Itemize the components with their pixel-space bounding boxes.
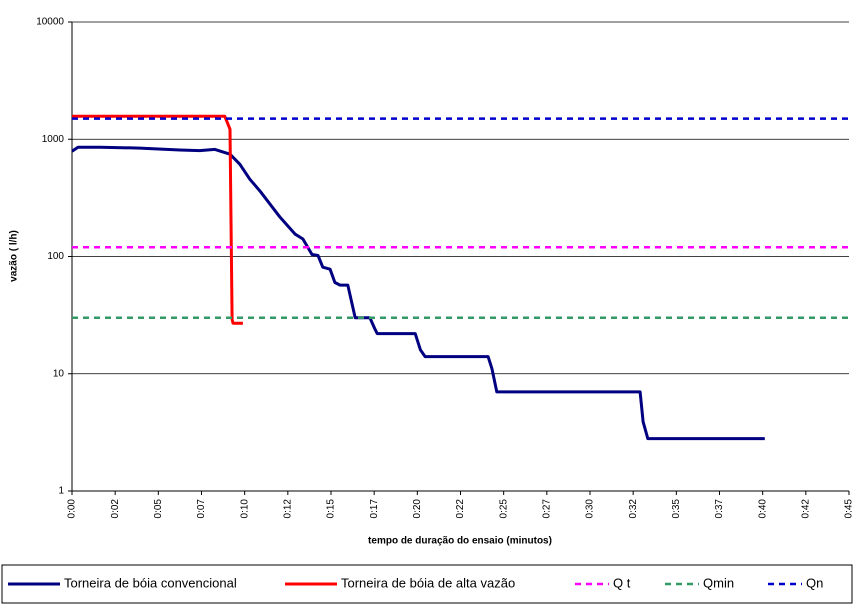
x-tick-label: 0:35: [671, 499, 682, 519]
y-tick-label: 1: [58, 486, 64, 497]
x-tick-label: 0:37: [714, 499, 725, 519]
x-tick-label: 0:32: [628, 499, 639, 519]
series-line: [71, 145, 765, 441]
x-tick-label: 0:05: [153, 499, 164, 519]
x-tick-label: 0:42: [800, 499, 811, 519]
x-tick-label: 0:20: [412, 499, 423, 519]
y-axis-title: vazão ( l/h): [9, 230, 20, 282]
legend-label: Torneira de bóia de alta vazão: [341, 575, 515, 590]
x-tick-label: 0:10: [239, 499, 250, 519]
x-tick-label: 0:45: [844, 499, 855, 519]
x-tick-label: 0:40: [757, 499, 768, 519]
x-tick-label: 0:30: [585, 499, 596, 519]
x-tick-label: 0:12: [282, 499, 293, 519]
y-tick-label: 1000: [42, 134, 65, 145]
legend-label: Torneira de bóia convencional: [64, 575, 237, 590]
x-tick-label: 0:22: [455, 499, 466, 519]
x-tick-label: 0:07: [196, 499, 207, 519]
legend-label: Qmin: [703, 575, 734, 590]
x-tick-label: 0:15: [326, 499, 337, 519]
x-tick-label: 0:17: [369, 499, 380, 519]
x-tick-label: 0:02: [110, 499, 121, 519]
legend-box: [1, 564, 853, 604]
legend-label: Q t: [613, 575, 631, 590]
x-tick-label: 0:25: [498, 499, 509, 519]
y-tick-label: 10000: [36, 17, 64, 28]
y-tick-label: 10: [53, 368, 65, 379]
series-line: [72, 114, 243, 325]
legend-label: Qn: [806, 575, 823, 590]
x-tick-label: 0:00: [67, 499, 78, 519]
x-axis-title: tempo de duração do ensaio (minutos): [368, 536, 552, 547]
y-tick-label: 100: [47, 251, 64, 262]
x-tick-label: 0:27: [541, 499, 552, 519]
